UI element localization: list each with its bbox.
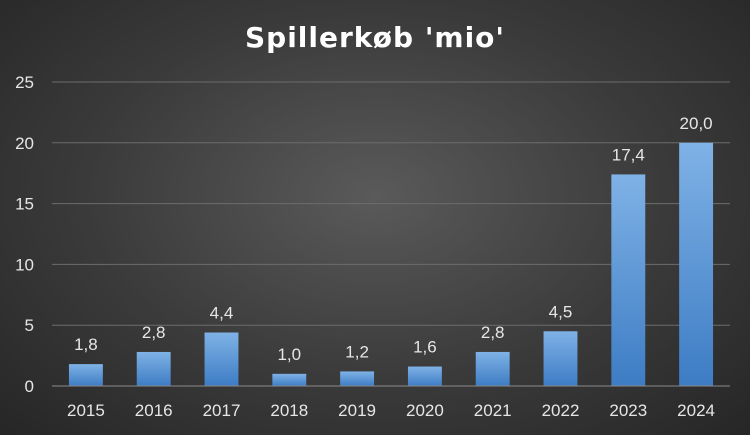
bar-2021	[475, 351, 510, 386]
chart-title: Spillerkøb 'mio'	[245, 21, 505, 54]
y-tick-label: 20	[15, 134, 34, 153]
y-tick-label: 5	[25, 316, 34, 335]
bar-2020	[407, 366, 442, 386]
y-tick-label: 15	[15, 195, 34, 214]
x-tick-label: 2015	[67, 401, 105, 420]
bar-2019	[340, 371, 375, 386]
x-tick-label: 2024	[677, 401, 715, 420]
data-label: 4,5	[549, 302, 573, 321]
x-axis-ticks: 2015 2016 2017 2018 2019 2020 2021 2022 2023 2024	[67, 401, 715, 420]
x-tick-label: 2023	[609, 401, 647, 420]
y-tick-label: 10	[15, 255, 34, 274]
data-labels: 1,8 2,8 4,4 1,0 1,2 1,6 2,8 4,5 17,4 20,0	[74, 114, 713, 364]
data-label: 1,6	[413, 338, 437, 357]
data-label: 1,0	[277, 345, 301, 364]
data-label: 1,2	[345, 342, 369, 361]
data-label: 2,8	[481, 323, 505, 342]
bar-2016	[136, 351, 171, 386]
x-tick-label: 2021	[474, 401, 512, 420]
bar-2024	[679, 142, 714, 386]
x-tick-label: 2019	[338, 401, 376, 420]
y-tick-label: 0	[25, 377, 34, 396]
bar-2018	[272, 373, 307, 386]
data-label: 4,4	[210, 303, 234, 322]
data-label: 17,4	[612, 145, 645, 164]
bar-2017	[204, 332, 239, 386]
bars	[68, 142, 714, 386]
x-tick-label: 2020	[406, 401, 444, 420]
data-label: 1,8	[74, 335, 98, 354]
bar-2023	[611, 174, 646, 386]
data-label: 20,0	[680, 114, 713, 133]
x-tick-label: 2018	[270, 401, 308, 420]
bar-2022	[543, 331, 578, 386]
data-label: 2,8	[142, 323, 166, 342]
x-tick-label: 2016	[135, 401, 173, 420]
y-axis-ticks: 0 5 10 15 20 25	[15, 73, 34, 396]
x-tick-label: 2017	[203, 401, 241, 420]
bar-2015	[68, 364, 103, 386]
x-tick-label: 2022	[542, 401, 580, 420]
y-tick-label: 25	[15, 73, 34, 92]
